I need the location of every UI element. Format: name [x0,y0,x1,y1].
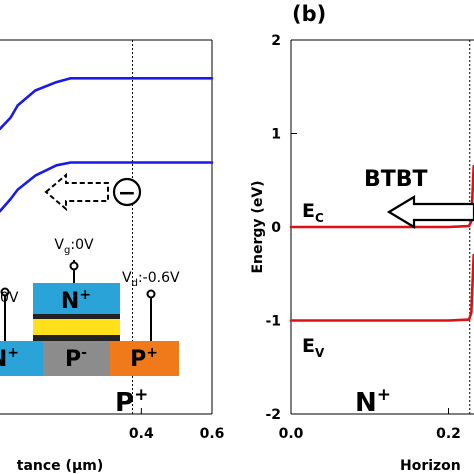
gate-metal-top [33,314,120,319]
panel-a-x-axis-label: tance (μm) [17,458,103,474]
vs-label: 0V [0,290,19,306]
drain-label: P+ [130,345,158,372]
electron-symbol: − [112,177,142,207]
panel-b-y-tick-label: 0 [271,220,281,236]
panel-b-x-tick-label: 0.0 [279,426,304,442]
channel-label: P- [65,345,87,372]
channel-region [43,341,110,376]
panel-a-series [0,77,214,213]
gate-oxide [33,319,120,335]
panel-a: 0.4 0.6 tance (μm) − Vg:0V N+ N+ [0,39,224,474]
panel-b-y-tick-label: -1 [265,314,281,330]
source-region [0,341,43,376]
panel-b-y-ticks: -2 -1 0 1 2 [265,33,297,423]
source-contact-pin [0,287,10,297]
btbt-label: BTBT [364,167,428,192]
electron-arrow [44,172,109,212]
panel-b-y-tick-label: 2 [271,33,281,49]
electron-sign: − [118,181,136,206]
panel-a-x-tick-label: 0.6 [200,426,225,442]
device-schematic: Vg:0V N+ N+ P- P+ 0V Vd:-0.6V [0,237,180,376]
panel-b-y-axis-label: Energy (eV) [250,180,266,273]
ev-label: EV [302,335,325,360]
ec-label: EC [302,200,324,225]
panel-b-y-tick-label: 1 [271,127,281,143]
panel-b-x-tick-label: 0.2 [436,426,461,442]
panel-b: (b) 0.0 0.2 -2 -1 0 1 2 Energy (eV) Horizon B… [250,2,474,474]
gate-region [33,283,120,314]
panel-b-series-line-2 [289,253,474,322]
panel-a-series-line-1 [0,77,214,131]
drain-region [110,341,179,376]
panel-b-x-axis-label: Horizon [400,458,461,474]
electron-circle [112,177,142,207]
gate-metal-bottom [33,335,120,341]
panel-a-x-ticks: 0.4 0.6 [129,408,224,442]
vg-label: Vg:0V [54,237,94,256]
panel-b-region-label: N+ [355,385,391,418]
gate-contact-pin [69,261,79,271]
panel-b-label: (b) [292,2,326,26]
electron-arrow-shape [44,172,109,212]
vd-label: Vd:-0.6V [122,270,180,289]
panel-b-x-ticks: 0.0 0.2 [279,408,461,442]
panel-a-series-line-2 [0,161,214,213]
btbt-arrow [386,195,474,229]
panel-a-region-label: P+ [115,385,148,418]
drain-contact-pin [146,289,156,299]
source-label: N+ [0,345,19,372]
gate-label: N+ [61,287,91,314]
panel-b-y-tick-label: -2 [265,407,281,423]
panel-a-x-tick-label: 0.4 [129,426,154,442]
